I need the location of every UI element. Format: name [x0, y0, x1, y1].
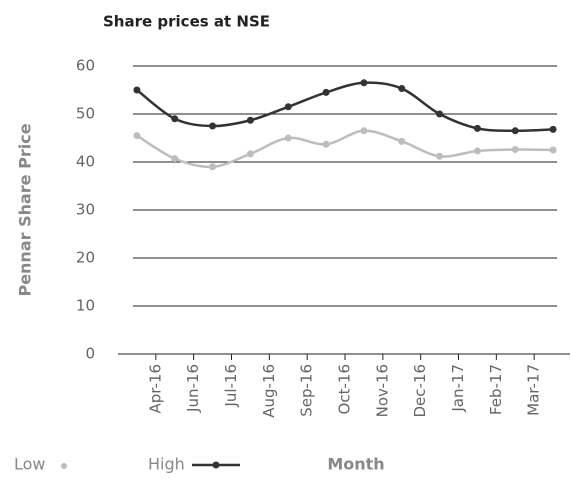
y-tick-label: 40	[76, 153, 95, 171]
point	[209, 122, 217, 130]
series-line	[136, 129, 554, 169]
point	[398, 137, 406, 145]
x-tick-label: Jun-16	[184, 364, 202, 413]
y-tick-label: 30	[76, 201, 95, 219]
point	[133, 132, 141, 140]
x-tick-label: Jul-16	[222, 364, 240, 408]
point	[360, 127, 368, 135]
legend-label: High	[148, 455, 185, 474]
point	[398, 85, 406, 93]
point	[322, 140, 330, 148]
x-tick-label: Jan-17	[449, 364, 467, 413]
legend-marker	[61, 463, 67, 469]
point	[473, 124, 481, 132]
x-tick-label: Dec-16	[411, 364, 429, 418]
x-tick-label: Apr-16	[146, 364, 164, 414]
y-tick-label: 50	[76, 105, 95, 123]
point	[549, 125, 557, 133]
point	[246, 116, 254, 124]
y-axis-title: Pennar Share Price	[16, 123, 35, 296]
y-tick-label: 20	[76, 249, 95, 267]
x-tick-label: Oct-16	[336, 364, 354, 414]
y-tick-label: 0	[85, 345, 95, 363]
point	[171, 155, 179, 163]
legend-label: Low	[14, 455, 46, 474]
chart-title: Share prices at NSE	[103, 13, 270, 31]
x-axis-title: Month	[327, 455, 384, 474]
point	[209, 163, 217, 171]
point	[246, 150, 254, 158]
point	[436, 110, 444, 118]
x-tick-label: Feb-17	[487, 364, 505, 415]
x-tick-label: Nov-16	[373, 364, 391, 417]
y-tick-label: 10	[76, 297, 95, 315]
point	[549, 146, 557, 154]
point	[360, 79, 368, 87]
point	[511, 146, 519, 154]
point	[322, 88, 330, 96]
point	[511, 127, 519, 135]
x-tick-label: Aug-16	[260, 364, 278, 418]
point	[171, 115, 179, 123]
point	[284, 134, 292, 142]
x-tick-label: Mar-17	[525, 364, 543, 416]
x-tick-label: Sep-16	[298, 364, 316, 417]
point	[436, 152, 444, 160]
point	[284, 103, 292, 111]
point	[133, 86, 141, 94]
y-tick-label: 60	[76, 57, 95, 75]
legend-marker	[212, 461, 220, 469]
series-line	[136, 81, 554, 133]
point	[473, 147, 481, 155]
